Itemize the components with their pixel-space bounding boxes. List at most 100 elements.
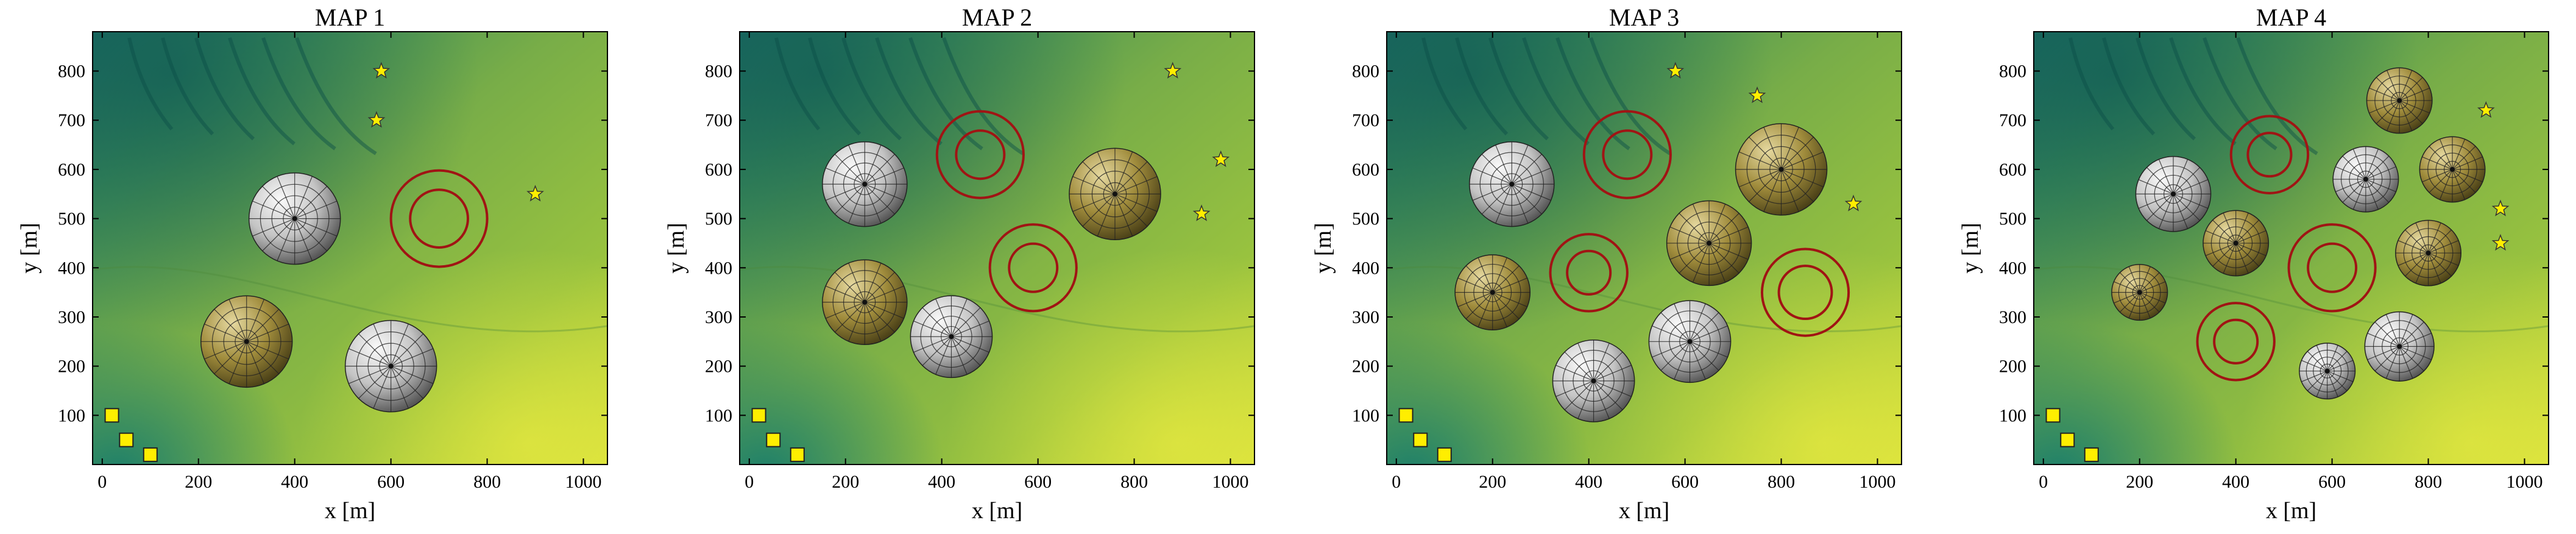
- x-tick-label: 200: [2126, 472, 2153, 492]
- star-marker-3: [1844, 194, 1863, 212]
- axes-box: [2033, 31, 2549, 465]
- square-marker-3: [2084, 447, 2099, 462]
- dome-1: [1469, 141, 1555, 227]
- star-marker-1: [1164, 62, 1182, 79]
- dome-8: [2364, 311, 2435, 382]
- y-tick-label: 300: [1999, 307, 2026, 327]
- dome-6: [1552, 339, 1635, 422]
- axes-box: [739, 31, 1255, 465]
- square-marker-2: [1413, 432, 1428, 447]
- star-marker-3: [2491, 233, 2510, 251]
- x-tick-label: 600: [377, 472, 405, 492]
- threat-ring-1: [389, 169, 489, 268]
- dome-2: [1069, 148, 1161, 241]
- x-tick-label: 400: [281, 472, 308, 492]
- x-tick-label: 400: [2222, 472, 2249, 492]
- threat-ring-3: [2196, 302, 2276, 382]
- map-panel-2: 0 200 400 600 800 1000 100 200 300 400 500 600 700 80…: [663, 4, 1255, 524]
- dome-center: [1509, 182, 1515, 187]
- y-tick-label: 100: [1352, 405, 1379, 425]
- x-tick-label: 1000: [2507, 472, 2543, 492]
- ring-outer: [389, 169, 489, 268]
- square-marker-1: [104, 408, 119, 423]
- dome-4: [910, 295, 993, 379]
- panel-title: MAP 3: [1609, 4, 1679, 31]
- ring-inner: [1008, 242, 1059, 293]
- dome-3: [2332, 146, 2399, 213]
- y-tick-label: 300: [705, 307, 732, 327]
- panel-title: MAP 2: [962, 4, 1032, 31]
- dome-center: [1707, 240, 1712, 246]
- dome-center: [862, 299, 868, 305]
- dome-9: [2299, 343, 2356, 400]
- dome-7: [2111, 264, 2168, 321]
- y-tick-label: 400: [705, 258, 732, 278]
- x-tick-label: 800: [2415, 472, 2442, 492]
- x-tick-label: 800: [1120, 472, 1148, 492]
- x-tick-label: 1000: [1212, 472, 1249, 492]
- threat-ring-1: [2229, 115, 2310, 194]
- y-tick-label: 200: [1352, 357, 1379, 377]
- y-axis-label: y [m]: [1311, 222, 1336, 273]
- y-tick-label: 200: [58, 357, 85, 377]
- x-tick-label: 1000: [565, 472, 602, 492]
- ring-outer: [2229, 115, 2310, 194]
- axes-box: [92, 31, 608, 465]
- y-tick-label: 700: [1999, 110, 2026, 130]
- terrain-background: [740, 32, 1254, 465]
- y-tick-label: 100: [705, 405, 732, 425]
- star-marker-1: [1666, 62, 1685, 79]
- y-axis-label: y [m]: [663, 222, 689, 273]
- threat-ring-3: [1760, 247, 1850, 337]
- x-tick-label: 800: [473, 472, 501, 492]
- ring-outer: [1582, 110, 1672, 199]
- ring-outer: [1549, 233, 1629, 313]
- y-axis-label: y [m]: [1958, 222, 1983, 273]
- dome-center: [1687, 339, 1693, 344]
- x-axis-label: x [m]: [325, 498, 375, 524]
- dome-center: [1778, 166, 1784, 172]
- square-marker-1: [751, 408, 766, 423]
- dome-1: [822, 141, 908, 227]
- x-tick-label: 200: [832, 472, 859, 492]
- x-tick-label: 200: [1479, 472, 1506, 492]
- dome-5: [2203, 210, 2270, 277]
- y-tick-label: 200: [705, 357, 732, 377]
- threat-ring-2: [1549, 233, 1629, 313]
- dome-center: [2137, 290, 2142, 295]
- y-tick-label: 700: [58, 110, 85, 130]
- x-tick-label: 600: [1024, 472, 1052, 492]
- x-tick-label: 800: [1767, 472, 1795, 492]
- threat-ring-2: [2287, 223, 2377, 313]
- dome-center: [2324, 368, 2330, 374]
- dome-3: [344, 319, 437, 413]
- ring-inner: [409, 188, 469, 249]
- y-tick-label: 400: [1999, 258, 2026, 278]
- threat-ring-2: [988, 223, 1078, 313]
- star-marker-1: [372, 62, 391, 79]
- dome-1: [2366, 67, 2433, 134]
- y-tick-label: 500: [1999, 209, 2026, 229]
- map-panel-3: 0 200 400 600 800 1000 100 200 300 400 500 600 700 80…: [1311, 4, 1902, 524]
- y-axis-label: y [m]: [16, 222, 42, 273]
- dome-center: [292, 216, 297, 221]
- ring-outer: [935, 110, 1025, 199]
- dome-6: [2395, 219, 2462, 287]
- y-tick-label: 200: [1999, 357, 2026, 377]
- y-tick-label: 100: [58, 405, 85, 425]
- dome-center: [244, 339, 249, 344]
- x-tick-label: 600: [1671, 472, 1699, 492]
- y-tick-label: 800: [705, 62, 732, 82]
- dome-5: [1648, 300, 1732, 383]
- dome-center: [862, 182, 868, 187]
- y-tick-label: 600: [1999, 160, 2026, 180]
- square-marker-3: [143, 447, 158, 462]
- dome-center: [1112, 191, 1117, 197]
- ring-outer: [2196, 302, 2276, 382]
- square-marker-2: [119, 432, 134, 447]
- x-tick-label: 0: [97, 472, 107, 492]
- ring-inner: [1602, 129, 1653, 180]
- y-tick-label: 300: [58, 307, 85, 327]
- x-tick-label: 200: [185, 472, 212, 492]
- square-marker-2: [766, 432, 781, 447]
